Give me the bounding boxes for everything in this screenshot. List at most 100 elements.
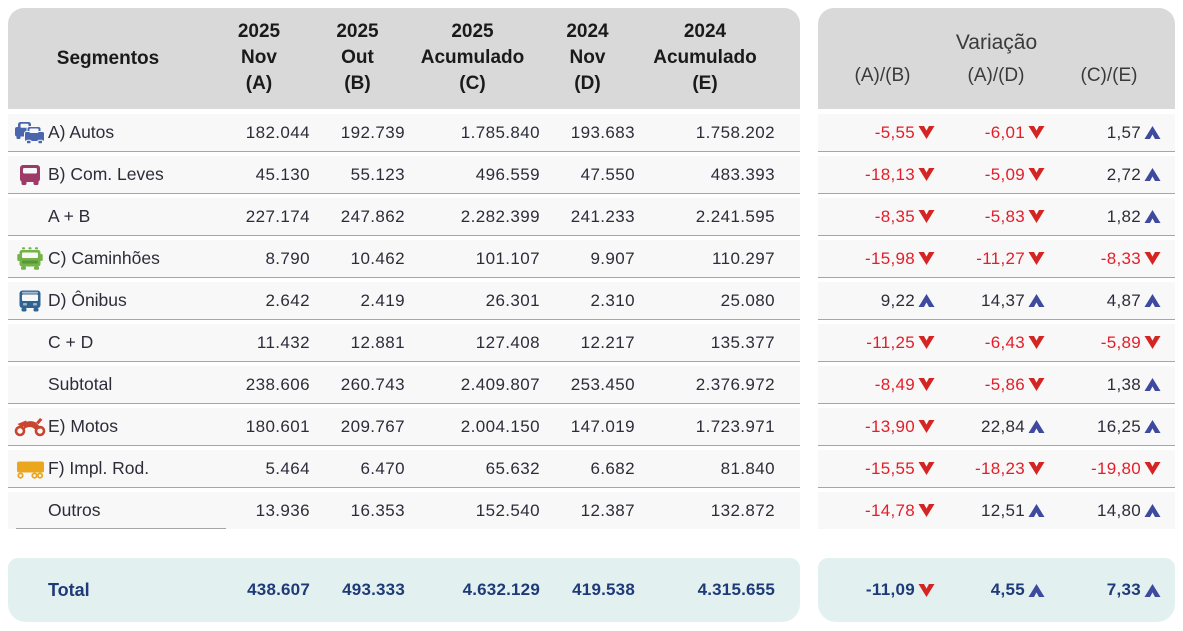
variation-value: 1,57 [1106, 122, 1141, 142]
value-cell: 227.174 [245, 206, 310, 226]
vehicle-report: Segmentos 2025 Nov (A) 2025 Out (B) 2025 Acumul… [8, 8, 1175, 622]
variation-value: -5,89 [1100, 332, 1141, 352]
period-column-line: 2025 [237, 21, 281, 43]
segment-label: C + D [48, 332, 94, 352]
variation-column-headers: (A)/(B) (A)/(D) (C)/(E) [818, 65, 1175, 87]
value-cell: 241.233 [570, 206, 635, 226]
segment-label: F) Impl. Rod. [48, 458, 150, 478]
variation-cell: -6,01 [935, 123, 1045, 143]
value-cell: 253.450 [570, 374, 635, 394]
arrow-up-icon [1144, 168, 1161, 181]
arrow-down-icon [918, 336, 935, 349]
value-cell: 45.130 [255, 164, 310, 184]
variation-value: 1,82 [1106, 206, 1141, 226]
value-cell: 2.419 [360, 290, 405, 310]
variation-cell: 1,38 [1045, 375, 1161, 395]
value-cell: 2.376.972 [695, 374, 775, 394]
value-cell: 55.123 [350, 164, 405, 184]
variation-header: Variação (A)/(B) (A)/(D) (C)/(E) [818, 8, 1175, 109]
segments-table-header: Segmentos 2025 Nov (A) 2025 Out (B) 2025 Acumul… [8, 8, 800, 109]
impl-rod-icon [14, 459, 46, 479]
value-cell: 180.601 [245, 416, 310, 436]
variation-value: -19,80 [1090, 458, 1141, 478]
period-column-header: 2025 Acumulado (C) [405, 8, 540, 109]
period-column-header: 2024 Acumulado (E) [635, 8, 775, 109]
variation-value: 1,38 [1106, 374, 1141, 394]
value-cell: 127.408 [475, 332, 540, 352]
variation-cell: -5,09 [935, 165, 1045, 185]
arrow-down-icon [918, 378, 935, 391]
value-cell: 1.758.202 [695, 122, 775, 142]
value-cell: 6.682 [590, 458, 635, 478]
arrow-down-icon [1028, 210, 1045, 223]
segments-rows: A) Autos 182.044 192.739 1.785.840 193.683 1.… [8, 114, 800, 534]
variation-value: -5,55 [874, 122, 915, 142]
value-cell: 1.785.840 [460, 122, 540, 142]
variation-cell: 12,51 [935, 501, 1045, 521]
arrow-down-icon [1028, 168, 1045, 181]
variation-value: -8,35 [874, 206, 915, 226]
variation-total-cell: 7,33 [1045, 580, 1161, 600]
arrow-down-icon [1144, 252, 1161, 265]
variation-row: -8,35 -5,83 1,82 [818, 198, 1175, 236]
arrow-up-icon [1028, 420, 1045, 433]
value-cell: 26.301 [485, 290, 540, 310]
arrow-up-icon [1144, 378, 1161, 391]
segment-label: D) Ônibus [48, 290, 127, 310]
variation-cell: -18,13 [818, 165, 935, 185]
period-column-line: 2025 [451, 21, 494, 43]
variation-value: -5,09 [984, 164, 1025, 184]
variation-cell: -8,49 [818, 375, 935, 395]
variation-total-value: -11,09 [865, 580, 915, 599]
variation-total-cell: 4,55 [935, 580, 1045, 600]
segment-label-cell: A + B [8, 206, 208, 227]
variation-value: -11,25 [866, 332, 915, 352]
value-cell: 260.743 [340, 374, 405, 394]
variation-row: -15,55 -18,23 -19,80 [818, 450, 1175, 488]
value-cell: 496.559 [475, 164, 540, 184]
table-row: C) Caminhões 8.790 10.462 101.107 9.907 110.2… [8, 240, 800, 278]
total-value-cell: 438.607 [247, 580, 310, 599]
period-column-line: 2024 [683, 21, 727, 43]
arrow-down-icon [918, 504, 935, 517]
variation-total-cell: -11,09 [818, 580, 935, 600]
period-column-line: (B) [344, 72, 371, 94]
total-value-cell: 419.538 [572, 580, 635, 599]
segment-label: C) Caminhões [48, 248, 160, 268]
variation-value: 9,22 [880, 290, 915, 310]
segment-label: Subtotal [48, 374, 113, 394]
segment-label: Outros [48, 500, 101, 520]
value-cell: 12.387 [580, 500, 635, 520]
arrow-down-icon [1028, 252, 1045, 265]
segment-label: A + B [48, 206, 91, 226]
value-cell: 2.310 [590, 290, 635, 310]
segment-label-cell: C + D [8, 332, 208, 353]
variation-value: 14,80 [1096, 500, 1141, 520]
variation-row: -8,49 -5,86 1,38 [818, 366, 1175, 404]
period-column-line: Acumulado [420, 47, 525, 69]
arrow-up-icon [1028, 294, 1045, 307]
table-row: E) Motos 180.601 209.767 2.004.150 147.019 1.… [8, 408, 800, 446]
arrow-down-icon [918, 126, 935, 139]
motos-icon [14, 416, 46, 437]
total-value-cell: 4.632.129 [462, 580, 540, 599]
arrow-down-icon [918, 462, 935, 475]
variation-cell: -5,83 [935, 207, 1045, 227]
variation-value: -5,86 [984, 374, 1025, 394]
variation-cell: -11,27 [935, 249, 1045, 269]
table-row: A) Autos 182.044 192.739 1.785.840 193.683 1.… [8, 114, 800, 152]
value-cell: 101.107 [475, 248, 540, 268]
segments-table: Segmentos 2025 Nov (A) 2025 Out (B) 2025 Acumul… [8, 8, 800, 622]
arrow-down-icon [1028, 336, 1045, 349]
variation-cell: -8,33 [1045, 249, 1161, 269]
variation-row: -18,13 -5,09 2,72 [818, 156, 1175, 194]
value-cell: 47.550 [580, 164, 635, 184]
variation-row: -15,98 -11,27 -8,33 [818, 240, 1175, 278]
value-cell: 135.377 [710, 332, 775, 352]
arrow-down-icon [1028, 126, 1045, 139]
variation-cell: -11,25 [818, 333, 935, 353]
period-column-line: (D) [574, 72, 601, 94]
period-column-line: Nov [241, 47, 277, 69]
variation-cell: 2,72 [1045, 165, 1161, 185]
variation-value: 4,87 [1106, 290, 1141, 310]
